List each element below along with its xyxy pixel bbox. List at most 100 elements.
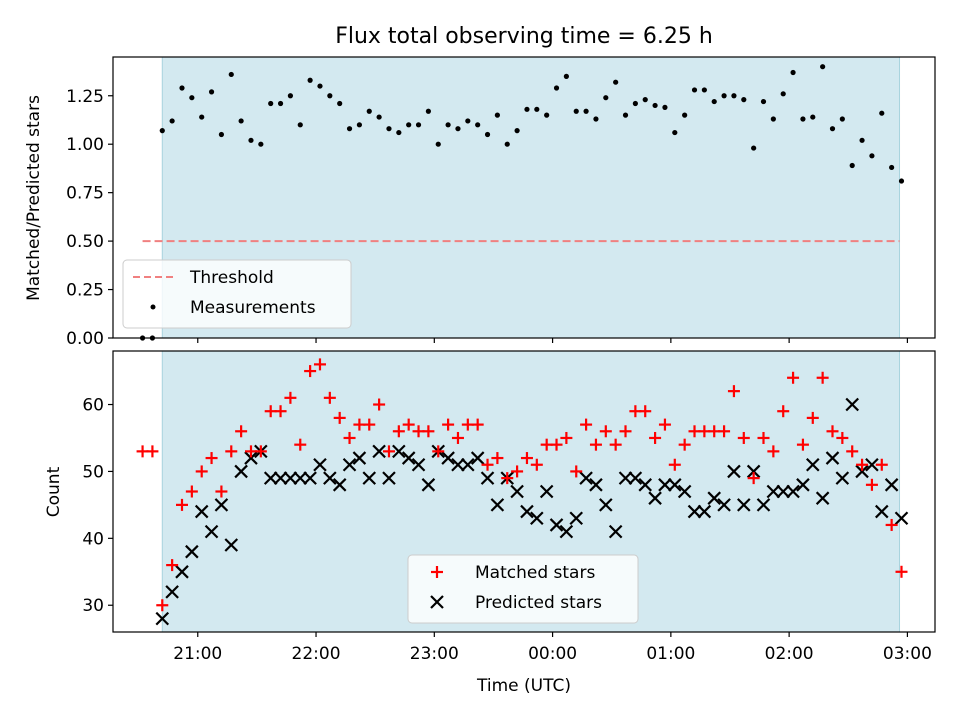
matched-stars-point <box>560 431 573 444</box>
matched-stars-point <box>550 438 563 451</box>
measurement-point <box>228 71 234 78</box>
measurement-point <box>711 98 717 105</box>
matched-stars-point <box>530 458 543 471</box>
top-plot-frame <box>112 56 936 339</box>
predicted-stars-point <box>441 451 455 465</box>
predicted-stars-point <box>490 498 505 512</box>
top-y-tick-label: 1.00 <box>66 135 104 155</box>
predicted-stars-point <box>727 464 741 479</box>
matched-stars-point <box>580 418 593 431</box>
predicted-stars-point <box>569 511 584 526</box>
matched-stars-legend-label: Matched stars <box>475 563 595 583</box>
measurement-point <box>189 95 195 101</box>
measurement-point <box>760 98 767 105</box>
measurement-point <box>396 129 402 136</box>
matched-stars-point <box>432 445 445 458</box>
predicted-stars-point <box>559 524 574 539</box>
predicted-stars-point <box>874 504 889 519</box>
measurement-point <box>169 118 175 124</box>
predicted-stars-point <box>234 464 248 479</box>
measurement-point <box>839 116 845 122</box>
matched-stars-point <box>727 385 740 398</box>
measurement-point <box>682 112 688 118</box>
predicted-stars-point <box>323 471 337 485</box>
predicted-stars-point <box>392 444 406 459</box>
measurement-point <box>800 116 806 122</box>
measurement-point <box>494 112 500 118</box>
predicted-stars-point <box>894 511 909 526</box>
predicted-stars-point <box>283 471 298 485</box>
measurement-point <box>751 145 757 151</box>
matched-stars-point <box>402 418 415 431</box>
measurement-point <box>593 116 599 122</box>
matched-stars-point <box>875 458 888 471</box>
chart-title: Flux total observing time = 6.25 h <box>335 24 713 49</box>
matched-stars-point <box>787 371 800 384</box>
matched-stars-point <box>451 431 464 444</box>
matched-stars-point <box>215 485 228 498</box>
predicted-stars-point <box>786 484 800 499</box>
measurement-point <box>820 64 826 70</box>
predicted-stars-point <box>658 478 672 492</box>
measurement-point <box>386 126 392 132</box>
predicted-stars-point <box>332 478 347 492</box>
measurement-point <box>741 97 747 103</box>
threshold-legend-label: Threshold <box>189 268 274 288</box>
matched-stars-point <box>363 418 376 431</box>
bottom-legend: Matched stars Predicted stars <box>407 554 639 624</box>
predicted-stars-point <box>530 511 544 526</box>
matched-stars-point <box>471 418 484 431</box>
top-y-axis-label: Matched/Predicted stars <box>24 95 44 301</box>
measurement-point <box>573 108 579 114</box>
predicted-stars-point <box>608 524 623 539</box>
predicted-stars-point <box>401 451 416 465</box>
predicted-stars-point <box>815 491 830 505</box>
predicted-stars-legend-swatch <box>430 595 444 609</box>
matched-stars-point <box>185 485 198 498</box>
predicted-stars-point <box>185 544 199 559</box>
matched-stars-point <box>195 465 208 478</box>
measurement-point <box>366 108 372 114</box>
matched-stars-point <box>205 452 218 465</box>
matched-stars-point <box>343 431 356 444</box>
measurement-point <box>849 162 855 169</box>
predicted-stars-point <box>451 457 465 472</box>
predicted-stars-point <box>313 457 327 472</box>
measurement-point <box>208 89 215 95</box>
top-chart: Flux total observing time = 6.25 h 0.00 0… <box>24 24 936 349</box>
matched-stars-point <box>777 405 790 418</box>
measurement-point <box>465 118 471 124</box>
matched-stars-point <box>491 452 504 465</box>
top-y-tick-label: 0.00 <box>66 329 104 349</box>
measurement-point <box>691 87 698 93</box>
measurement-point <box>268 100 274 107</box>
x-tick-label: 00:00 <box>528 644 577 664</box>
measurements-legend-swatch <box>150 304 156 310</box>
matched-stars-point <box>274 405 287 418</box>
measurement-point <box>889 164 895 171</box>
measurement-point <box>553 85 560 91</box>
measurement-point <box>484 131 491 138</box>
matched-stars-point <box>304 365 317 378</box>
matched-stars-point <box>599 425 612 438</box>
predicted-stars-point <box>244 451 258 465</box>
matched-stars-point <box>520 452 533 465</box>
measurement-point <box>869 153 875 159</box>
predicted-stars-point <box>303 471 317 485</box>
measurement-point <box>731 93 737 99</box>
predicted-stars-point <box>224 538 239 552</box>
measurement-point <box>435 141 441 147</box>
measurement-point <box>642 97 648 103</box>
predicted-stars-point <box>865 457 879 472</box>
x-axis-label: Time (UTC) <box>476 676 571 696</box>
predicted-stars-point <box>855 464 869 479</box>
predicted-stars-point <box>776 484 790 499</box>
measurement-point <box>780 91 786 97</box>
measurement-point <box>455 126 461 132</box>
measurement-point <box>898 178 905 184</box>
predicted-stars-point <box>806 457 820 472</box>
measurement-point <box>445 122 451 128</box>
measurement-point <box>159 128 165 134</box>
measurement-point <box>415 122 422 128</box>
